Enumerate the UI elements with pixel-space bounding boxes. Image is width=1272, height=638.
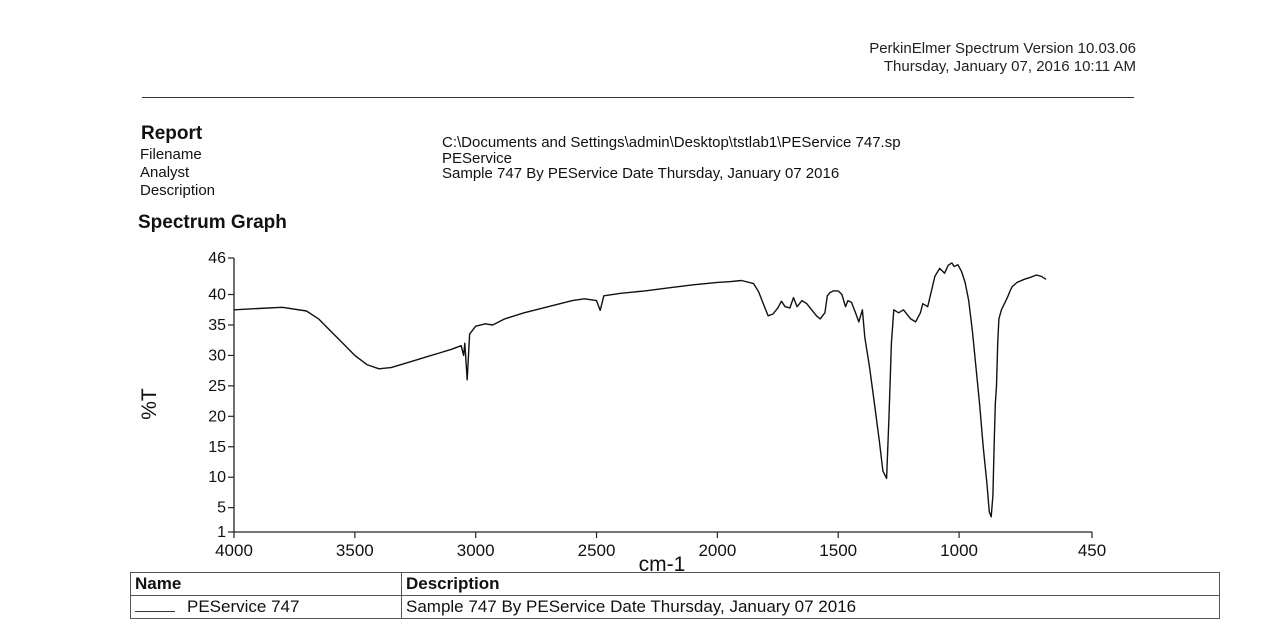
plot-area (233, 262, 1047, 518)
table-row: PEService 747 Sample 747 By PEService Da… (130, 595, 1220, 619)
report-field-values: C:\Documents and Settings\admin\Desktop\… (442, 134, 901, 183)
description-column-header: Description (401, 572, 1220, 596)
y-tick-label: 5 (217, 500, 226, 517)
x-tick-label: 450 (1078, 541, 1106, 560)
x-tick-label: 2000 (698, 541, 736, 560)
y-tick-label: 20 (208, 408, 226, 425)
y-tick-label: 15 (208, 439, 226, 456)
x-tick-label: 4000 (215, 541, 253, 560)
spectrum-line (233, 262, 1047, 518)
x-tick-label: 1000 (940, 541, 978, 560)
header-divider (142, 97, 1134, 98)
y-tick-label: 46 (208, 250, 226, 267)
report-header: PerkinElmer Spectrum Version 10.03.06 Th… (869, 40, 1136, 76)
description-label: Description (140, 182, 216, 199)
sample-name: PEService 747 (187, 597, 300, 616)
y-tick-label: 1 (217, 524, 226, 541)
results-header-row: Name Description (130, 572, 1220, 596)
filename-label: Filename (140, 146, 202, 163)
software-version: PerkinElmer Spectrum Version 10.03.06 (869, 40, 1136, 57)
name-cell: PEService 747 (130, 595, 402, 619)
x-tick-label: 3500 (336, 541, 374, 560)
results-table: Name Description PEService 747 Sample 74… (130, 572, 1220, 619)
x-axis: 4000 3500 3000 2500 2000 1500 1000 450 (215, 531, 1106, 560)
analyst-value: PEService (442, 150, 513, 167)
y-axis: 46 40 35 30 25 20 15 10 5 1 (208, 250, 235, 541)
x-tick-label: 3000 (457, 541, 495, 560)
x-tick-label: 2500 (578, 541, 616, 560)
y-tick-label: 10 (208, 469, 226, 486)
report-datetime: Thursday, January 07, 2016 10:11 AM (883, 58, 1136, 75)
y-tick-label: 40 (208, 287, 226, 304)
spectrum-graph-title: Spectrum Graph (138, 212, 287, 233)
description-cell: Sample 747 By PEService Date Thursday, J… (401, 595, 1220, 619)
filename-value: C:\Documents and Settings\admin\Desktop\… (442, 134, 901, 151)
report-field-labels: Filename Analyst Description (140, 146, 215, 200)
x-axis-label: cm-1 (639, 553, 686, 574)
report-title: Report (141, 123, 203, 144)
name-column-header: Name (130, 572, 402, 596)
y-tick-label: 30 (208, 347, 226, 364)
spectrum-chart: 46 40 35 30 25 20 15 10 5 1 4000 3500 3000 2500 2000 1… (138, 250, 1106, 574)
y-axis-label: %T (138, 388, 161, 420)
description-value: Sample 747 By PEService Date Thursday, J… (442, 165, 840, 182)
x-tick-label: 1500 (819, 541, 857, 560)
checkbox-line (135, 611, 175, 612)
y-tick-label: 25 (208, 378, 226, 395)
y-tick-label: 35 (208, 317, 226, 334)
analyst-label: Analyst (140, 164, 190, 181)
